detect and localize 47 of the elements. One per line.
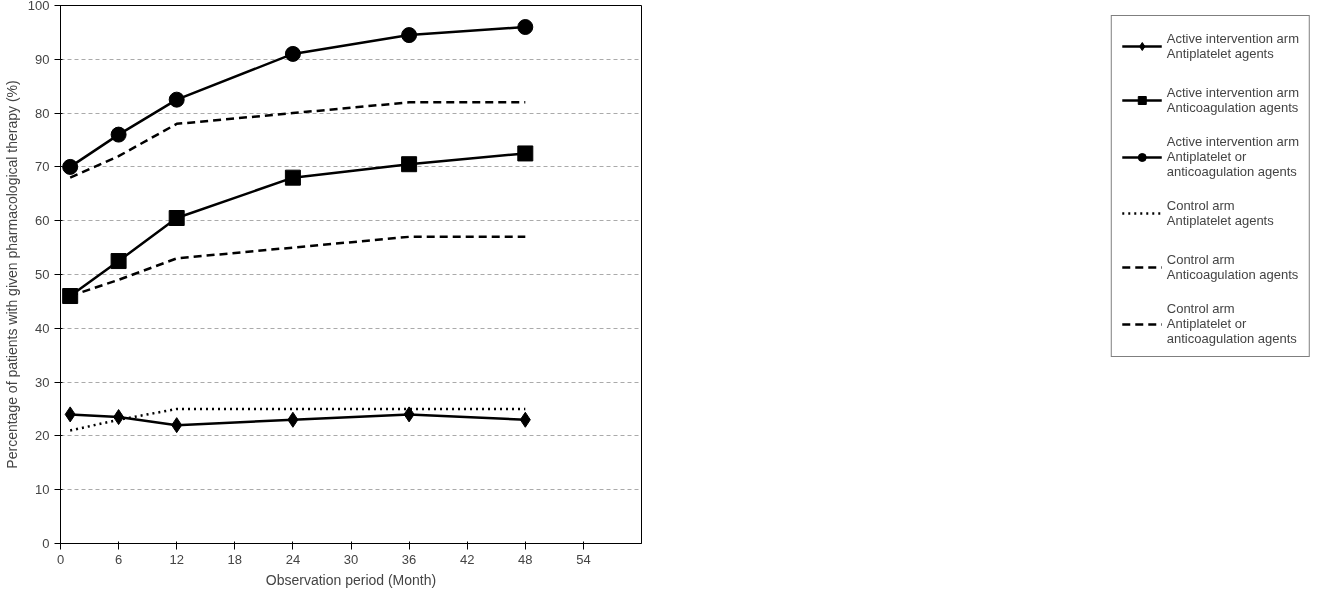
legend-label: Active intervention arm Antiplatelet or anticoagulation agents <box>1166 134 1299 179</box>
point <box>401 156 418 173</box>
point <box>171 417 183 434</box>
legend-label: Active intervention arm Antiplatelet agents <box>1166 30 1299 63</box>
point <box>168 91 185 108</box>
x-tick-label: 6 <box>114 551 123 567</box>
y-tick-label: 50 <box>35 267 50 282</box>
y-tick-label: 100 <box>27 0 50 13</box>
point <box>284 45 301 62</box>
point <box>401 27 418 44</box>
x-tick-label: 18 <box>227 551 243 567</box>
y-tick-label: 90 <box>35 51 50 67</box>
y-tick-label: 30 <box>35 374 50 390</box>
y-tick-label: 20 <box>35 428 50 444</box>
point <box>110 253 127 270</box>
legend-label: Active intervention arm Anticoagulation agents <box>1166 84 1299 117</box>
x-tick-label: 24 <box>285 551 301 567</box>
x-tick-label: 42 <box>459 551 475 567</box>
point <box>517 19 534 36</box>
point <box>284 169 301 186</box>
point <box>64 406 76 423</box>
y-tick-label: 10 <box>35 482 50 498</box>
point <box>62 288 79 305</box>
y-tick-label: 40 <box>35 320 50 336</box>
point <box>113 409 125 426</box>
legend-label: Control arm Anticoagulation agents <box>1166 251 1299 284</box>
point <box>287 411 299 428</box>
x-tick-label: 54 <box>576 551 591 567</box>
legend-label: Control arm Antiplatelet or anticoagulation agents <box>1166 301 1297 346</box>
x-tick-label: 36 <box>401 551 417 567</box>
point <box>519 411 531 428</box>
y-tick-label: 0 <box>42 536 50 551</box>
x-tick-label: 48 <box>518 551 533 567</box>
point <box>110 126 127 143</box>
point <box>517 145 534 162</box>
legend-label: Control arm Antiplatelet agents <box>1166 197 1274 230</box>
point <box>168 210 185 227</box>
x-tick-label: 12 <box>169 551 184 567</box>
x-tick-label: 30 <box>343 551 359 567</box>
y-tick-label: 60 <box>35 213 50 229</box>
point <box>62 158 79 175</box>
x-axis-title: Observation period (Month) <box>265 571 437 588</box>
y-tick-label: 80 <box>35 105 50 121</box>
y-tick-label: 70 <box>35 159 50 175</box>
point <box>403 406 415 423</box>
y-axis-title: Percentage of patients with given pharmacological therapy (%) <box>3 80 20 469</box>
x-tick-label: 0 <box>56 551 65 567</box>
